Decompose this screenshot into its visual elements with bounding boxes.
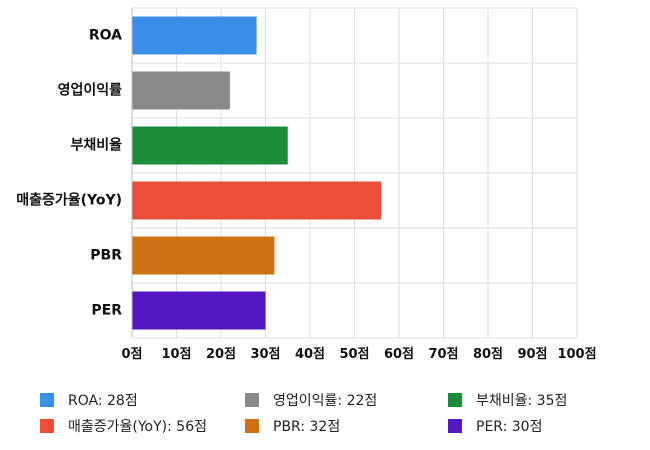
category-label-3: 매출증가율(YoY) (16, 192, 122, 209)
x-tick-label-8: 80점 (473, 347, 503, 362)
bar-0 (132, 16, 257, 55)
chart-legend: ROA: 28점 영업이익률: 22점 부채비율: 35점 매출증가율(YoY)… (40, 390, 640, 440)
x-tick-label-5: 50점 (339, 347, 369, 362)
legend-swatch-roa (40, 393, 54, 407)
legend-label-roa: ROA: 28점 (68, 393, 138, 409)
legend-label-per: PER: 30점 (476, 419, 543, 435)
legend-item-operating-margin: 영업이익률: 22점 (245, 390, 377, 410)
x-tick-label-10: 100점 (557, 347, 596, 362)
legend-item-pbr: PBR: 32점 (245, 416, 340, 436)
x-tick-label-2: 20점 (206, 347, 236, 362)
bar-3 (132, 181, 382, 220)
category-label-5: PER (91, 303, 122, 319)
legend-item-debt-ratio: 부채비율: 35점 (448, 390, 567, 410)
category-label-0: ROA (89, 28, 122, 44)
x-tick-label-1: 10점 (161, 347, 191, 362)
category-label-4: PBR (90, 248, 122, 264)
bar-1 (132, 71, 230, 110)
legend-swatch-sales-growth (40, 419, 54, 433)
legend-label-operating-margin: 영업이익률: 22점 (273, 393, 378, 409)
legend-item-sales-growth: 매출증가율(YoY): 56점 (40, 416, 207, 436)
x-tick-label-6: 60점 (384, 347, 414, 362)
legend-label-debt-ratio: 부채비율: 35점 (476, 393, 568, 409)
legend-label-pbr: PBR: 32점 (273, 419, 341, 435)
legend-swatch-operating-margin (245, 393, 259, 407)
legend-label-sales-growth: 매출증가율(YoY): 56점 (68, 419, 207, 435)
legend-swatch-pbr (245, 419, 259, 433)
bar-2 (132, 126, 288, 165)
bar-5 (132, 291, 266, 330)
legend-item-roa: ROA: 28점 (40, 390, 138, 410)
category-label-1: 영업이익률 (58, 82, 123, 99)
x-tick-label-4: 40점 (295, 347, 325, 362)
legend-swatch-debt-ratio (448, 393, 462, 407)
category-label-2: 부채비율 (70, 137, 122, 154)
legend-swatch-per (448, 419, 462, 433)
x-tick-label-9: 90점 (517, 347, 547, 362)
bar-4 (132, 236, 275, 275)
x-tick-label-7: 70점 (428, 347, 458, 362)
x-tick-label-3: 30점 (250, 347, 280, 362)
x-tick-label-0: 0점 (121, 347, 142, 362)
legend-item-per: PER: 30점 (448, 416, 542, 436)
